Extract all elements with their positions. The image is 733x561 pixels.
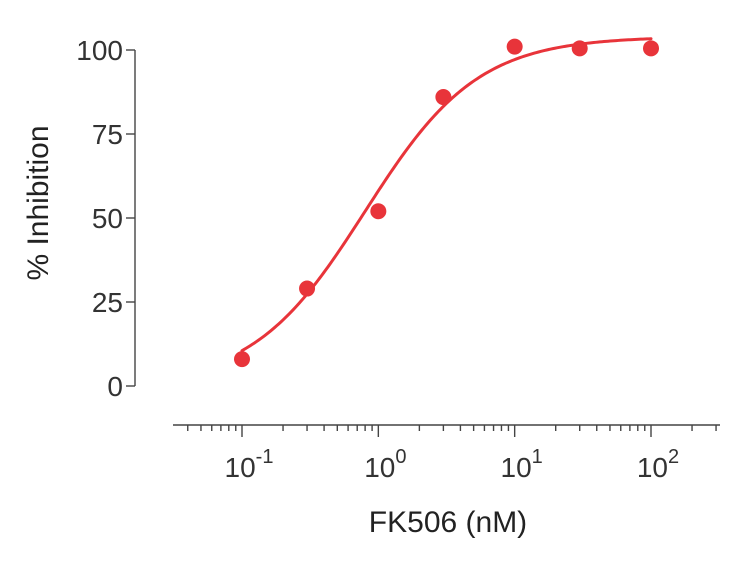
x-axis: 10-1 100 101 102	[173, 424, 720, 483]
data-point	[370, 203, 387, 220]
y-tick-label: 75	[92, 119, 123, 150]
x-tick-label: 102	[637, 446, 679, 483]
x-axis-title: FK506 (nM)	[369, 506, 527, 539]
y-tick-label: 0	[107, 371, 123, 402]
fit-curve	[240, 37, 653, 353]
data-point	[643, 40, 659, 57]
x-tick-label: 10-1	[225, 446, 274, 483]
y-tick-label: 50	[92, 203, 123, 234]
y-axis-title: % Inhibition	[22, 125, 55, 280]
data-point	[571, 40, 588, 57]
y-tick-label: 25	[92, 287, 123, 318]
plot-area	[234, 37, 659, 368]
data-point	[506, 38, 523, 55]
y-tick-label: 100	[76, 35, 123, 66]
x-tick-label: 100	[364, 446, 406, 483]
data-point	[234, 351, 250, 368]
data-point	[299, 280, 316, 297]
data-point	[435, 89, 452, 106]
x-tick-label: 101	[501, 446, 543, 483]
y-axis: 0 25 50 75 100	[76, 35, 136, 402]
